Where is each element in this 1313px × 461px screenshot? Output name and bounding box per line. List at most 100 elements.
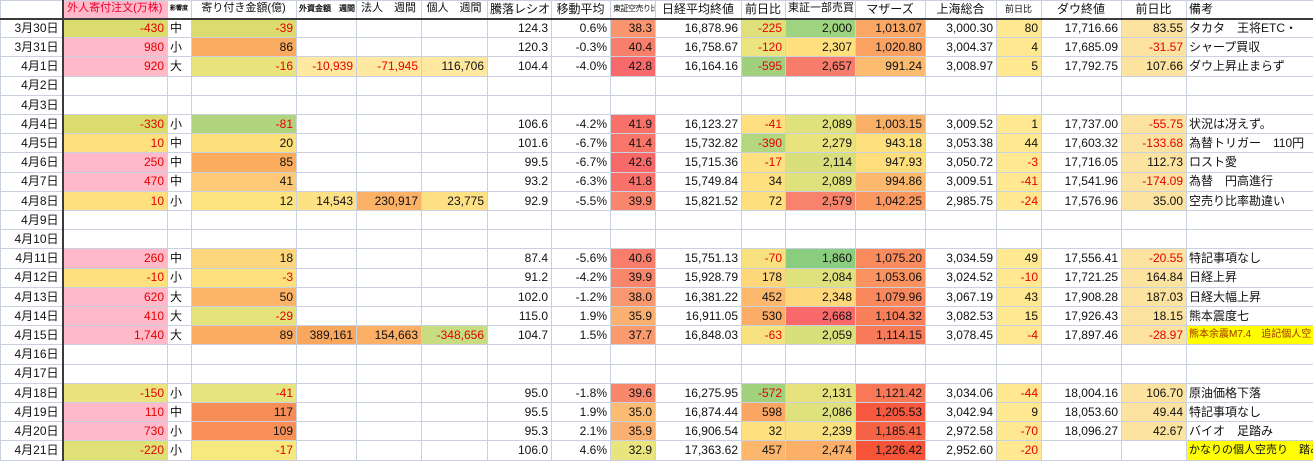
cell-foreign-weekly[interactable] (296, 210, 357, 231)
cell-mothers[interactable]: 1,226.42 (855, 440, 926, 461)
cell-mothers[interactable]: 994.86 (855, 171, 926, 192)
cell-moving-average[interactable] (551, 210, 611, 231)
cell-date[interactable]: 4月8日 (0, 190, 64, 212)
cell-opening-amount[interactable] (191, 344, 297, 365)
cell-foreign-weekly[interactable] (296, 229, 357, 250)
cell-shanghai[interactable] (925, 94, 997, 116)
cell-indiv-weekly[interactable]: -348,656 (421, 325, 488, 346)
cell-nikkei-change[interactable]: 452 (741, 286, 786, 308)
cell-corp-weekly[interactable] (356, 37, 422, 58)
cell-short-ratio[interactable]: 41.8 (610, 171, 656, 192)
cell-toraku-ratio[interactable] (487, 75, 552, 96)
cell-toraku-ratio[interactable] (487, 229, 552, 250)
cell-mothers[interactable]: 943.18 (855, 133, 926, 154)
column-header-nikkei-close[interactable]: 日経平均終値 (655, 0, 742, 20)
cell-shanghai[interactable] (925, 75, 997, 96)
cell-tse1-volume[interactable]: 2,131 (785, 382, 856, 404)
cell-opening-amount[interactable]: 12 (191, 190, 297, 212)
cell-foreign-weekly[interactable] (296, 171, 357, 192)
cell-opening-amount[interactable]: -41 (191, 382, 297, 404)
cell-impact[interactable]: 中 (167, 152, 192, 173)
cell-dow-close[interactable]: 17,716.05 (1041, 152, 1122, 173)
cell-tse1-volume[interactable]: 2,059 (785, 325, 856, 346)
cell-short-ratio[interactable] (610, 229, 656, 250)
cell-shanghai[interactable]: 3,078.45 (925, 325, 997, 346)
cell-dow-close[interactable]: 17,556.41 (1041, 248, 1122, 269)
cell-date[interactable]: 4月6日 (0, 152, 64, 173)
cell-shanghai-change[interactable] (996, 94, 1042, 116)
cell-shanghai[interactable]: 3,009.51 (925, 171, 997, 192)
cell-indiv-weekly[interactable] (421, 75, 488, 96)
cell-moving-average[interactable] (551, 344, 611, 365)
cell-mothers[interactable]: 1,104.32 (855, 306, 926, 327)
cell-dow-change[interactable]: 187.03 (1121, 286, 1187, 308)
cell-short-ratio[interactable] (610, 94, 656, 116)
cell-remarks[interactable]: シャープ買収 (1186, 37, 1313, 58)
cell-indiv-weekly[interactable] (421, 267, 488, 288)
cell-nikkei-change[interactable]: 530 (741, 306, 786, 327)
cell-nikkei-close[interactable]: 16,275.95 (655, 382, 742, 404)
cell-shanghai-change[interactable] (996, 229, 1042, 250)
cell-toraku-ratio[interactable]: 95.0 (487, 382, 552, 404)
cell-tse1-volume[interactable]: 1,860 (785, 248, 856, 269)
cell-tse1-volume[interactable]: 2,657 (785, 56, 856, 77)
cell-moving-average[interactable]: 2.1% (551, 421, 611, 442)
cell-mothers[interactable]: 1,075.20 (855, 248, 926, 269)
cell-moving-average[interactable]: -1.8% (551, 382, 611, 404)
cell-indiv-weekly[interactable] (421, 171, 488, 192)
cell-gaijin-order[interactable]: 110 (62, 402, 168, 423)
cell-short-ratio[interactable]: 40.6 (610, 248, 656, 269)
cell-moving-average[interactable] (551, 363, 611, 384)
cell-corp-weekly[interactable]: -71,945 (356, 56, 422, 77)
cell-shanghai-change[interactable]: 5 (996, 56, 1042, 77)
cell-gaijin-order[interactable] (62, 75, 168, 96)
cell-opening-amount[interactable]: -39 (191, 17, 297, 39)
cell-mothers[interactable]: 1,121.42 (855, 382, 926, 404)
cell-nikkei-close[interactable]: 15,821.52 (655, 190, 742, 212)
cell-indiv-weekly[interactable] (421, 94, 488, 116)
cell-short-ratio[interactable]: 39.6 (610, 382, 656, 404)
cell-corp-weekly[interactable] (356, 94, 422, 116)
cell-dow-change[interactable]: 83.55 (1121, 17, 1187, 39)
cell-tse1-volume[interactable] (785, 229, 856, 250)
cell-remarks[interactable] (1186, 75, 1313, 96)
cell-moving-average[interactable]: -5.6% (551, 248, 611, 269)
cell-indiv-weekly[interactable]: 23,775 (421, 190, 488, 212)
cell-short-ratio[interactable]: 40.4 (610, 37, 656, 58)
cell-foreign-weekly[interactable]: 14,543 (296, 190, 357, 212)
cell-tse1-volume[interactable]: 2,114 (785, 152, 856, 173)
cell-dow-close[interactable]: 17,897.46 (1041, 325, 1122, 346)
cell-short-ratio[interactable]: 38.3 (610, 17, 656, 39)
cell-opening-amount[interactable] (191, 75, 297, 96)
cell-shanghai-change[interactable]: -4 (996, 325, 1042, 346)
cell-dow-change[interactable] (1121, 229, 1187, 250)
cell-dow-change[interactable]: -174.09 (1121, 171, 1187, 192)
cell-date[interactable]: 4月3日 (0, 94, 64, 116)
column-header-shanghai[interactable]: 上海総合 (925, 0, 997, 20)
cell-foreign-weekly[interactable] (296, 152, 357, 173)
cell-mothers[interactable]: 1,114.15 (855, 325, 926, 346)
cell-nikkei-close[interactable] (655, 94, 742, 116)
cell-tse1-volume[interactable]: 2,668 (785, 306, 856, 327)
cell-date[interactable]: 4月7日 (0, 171, 64, 192)
cell-tse1-volume[interactable]: 2,000 (785, 17, 856, 39)
cell-short-ratio[interactable]: 35.9 (610, 306, 656, 327)
cell-date[interactable]: 4月20日 (0, 421, 64, 442)
cell-shanghai[interactable]: 3,008.97 (925, 56, 997, 77)
cell-toraku-ratio[interactable] (487, 94, 552, 116)
cell-mothers[interactable]: 1,013.07 (855, 17, 926, 39)
cell-nikkei-change[interactable]: 598 (741, 402, 786, 423)
cell-remarks[interactable]: ダウ上昇止まらず (1186, 56, 1313, 77)
cell-dow-close[interactable]: 17,716.66 (1041, 17, 1122, 39)
cell-foreign-weekly[interactable] (296, 75, 357, 96)
cell-dow-close[interactable]: 17,576.96 (1041, 190, 1122, 212)
cell-short-ratio[interactable]: 39.9 (610, 190, 656, 212)
cell-moving-average[interactable]: -6.3% (551, 171, 611, 192)
cell-toraku-ratio[interactable] (487, 210, 552, 231)
cell-dow-close[interactable]: 17,603.32 (1041, 133, 1122, 154)
cell-moving-average[interactable]: -0.3% (551, 37, 611, 58)
cell-remarks[interactable]: 為替 円高進行 (1186, 171, 1313, 192)
cell-remarks[interactable] (1186, 94, 1313, 116)
column-header-indiv-weekly[interactable]: 個人 週間 (421, 0, 488, 20)
cell-moving-average[interactable]: -6.7% (551, 152, 611, 173)
